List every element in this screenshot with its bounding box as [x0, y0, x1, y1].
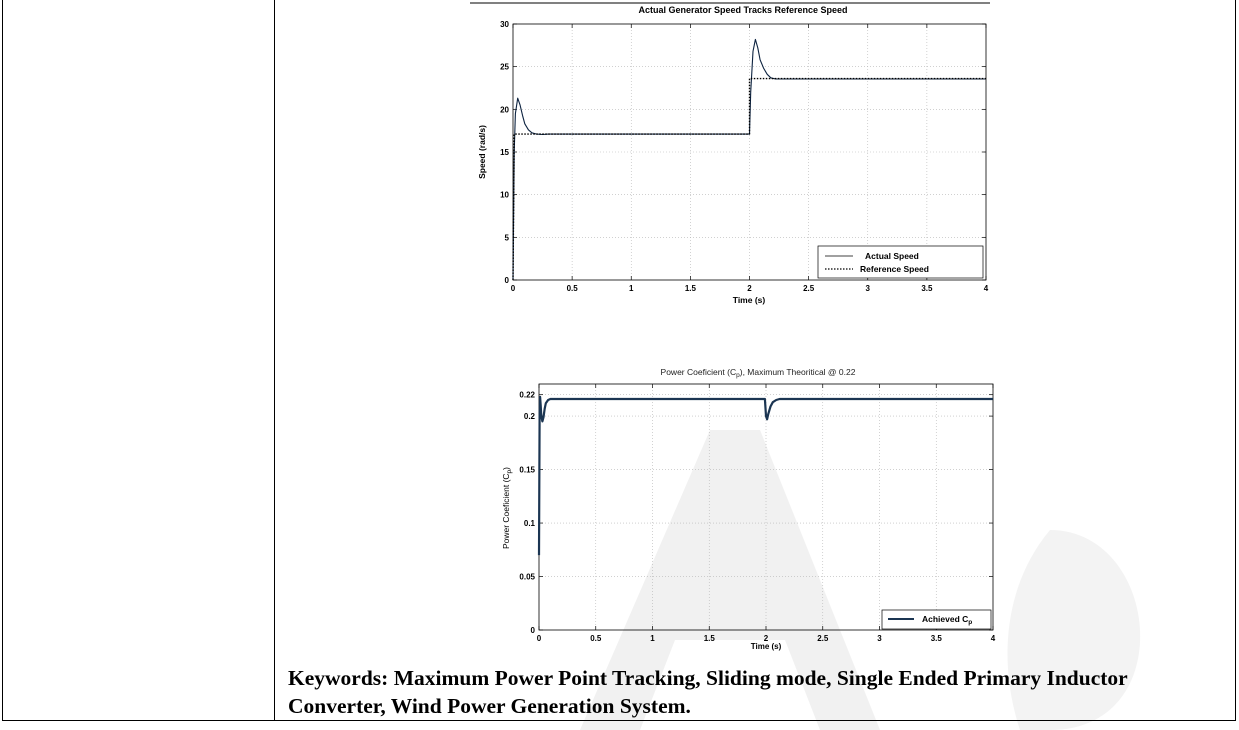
y-tick-label: 15 [500, 148, 509, 157]
y-tick-label: 0 [531, 626, 536, 635]
y-tick-label: 0 [505, 276, 510, 285]
x-axis-label: Time (s) [751, 642, 782, 651]
y-tick-label: 5 [505, 233, 510, 242]
legend-actual-label: Actual Speed [865, 251, 919, 261]
x-tick-label: 0 [537, 634, 542, 643]
title-part-1: Power Coeficient (C [661, 367, 737, 377]
legend: Achieved Cp [881, 609, 992, 630]
cp-chart: Power Coeficient (Cp), Maximum Theoritic… [501, 367, 996, 651]
legend-reference-label: Reference Speed [860, 264, 929, 274]
x-tick-label: 1 [650, 634, 655, 643]
x-tick-label: 2 [747, 284, 752, 293]
y-tick-label: 20 [500, 105, 509, 114]
y-tick-label: 30 [500, 20, 509, 29]
chart-title: Actual Generator Speed Tracks Reference … [638, 5, 847, 15]
x-tick-label: 1.5 [704, 634, 716, 643]
y-tick-label: 0.2 [524, 412, 536, 421]
speed-chart: Actual Generator Speed Tracks Reference … [470, 2, 990, 305]
x-tick-label: 0.5 [567, 284, 579, 293]
x-tick-label: 1.5 [685, 284, 697, 293]
x-tick-label: 3.5 [931, 634, 943, 643]
table-right-cell [273, 0, 1236, 721]
watermark-shape [580, 430, 1141, 730]
legend: Actual Speed Reference Speed [817, 245, 984, 279]
y-tick-label: 10 [500, 191, 509, 200]
y-tick-label: 25 [500, 63, 509, 72]
x-axis-label: Time (s) [733, 295, 766, 305]
x-tick-label: 2 [764, 634, 769, 643]
y-axis-label: Power Coeficient (Cp) [501, 467, 513, 549]
y-tick-label: 0.1 [524, 519, 536, 528]
x-tick-label: 4 [991, 634, 996, 643]
x-tick-label: 0.5 [590, 634, 602, 643]
legend-achieved-label: Achieved Cp [922, 614, 972, 626]
y-tick-label: 0.05 [519, 573, 535, 582]
series-line-reference [512, 77, 986, 281]
x-tick-label: 4 [984, 284, 989, 293]
y-tick-label: 0.22 [519, 391, 535, 400]
x-tick-label: 3 [866, 284, 871, 293]
title-part-2: ), Maximum Theoritical @ 0.22 [740, 367, 856, 377]
x-tick-label: 3 [877, 634, 882, 643]
x-tick-label: 2.5 [817, 634, 829, 643]
x-tick-label: 3.5 [921, 284, 933, 293]
title-subscript: p [736, 372, 740, 379]
y-axis-label: Speed (rad/s) [477, 125, 487, 179]
chart-title: Power Coeficient (Cp), Maximum Theoritic… [661, 367, 856, 379]
series-line-actual [537, 395, 993, 556]
x-tick-label: 2.5 [803, 284, 815, 293]
x-tick-label: 0 [511, 284, 516, 293]
table-left-cell [2, 0, 275, 721]
y-tick-label: 0.15 [519, 466, 535, 475]
x-tick-label: 1 [629, 284, 634, 293]
keywords-paragraph: Keywords: Maximum Power Point Tracking, … [288, 666, 1128, 718]
